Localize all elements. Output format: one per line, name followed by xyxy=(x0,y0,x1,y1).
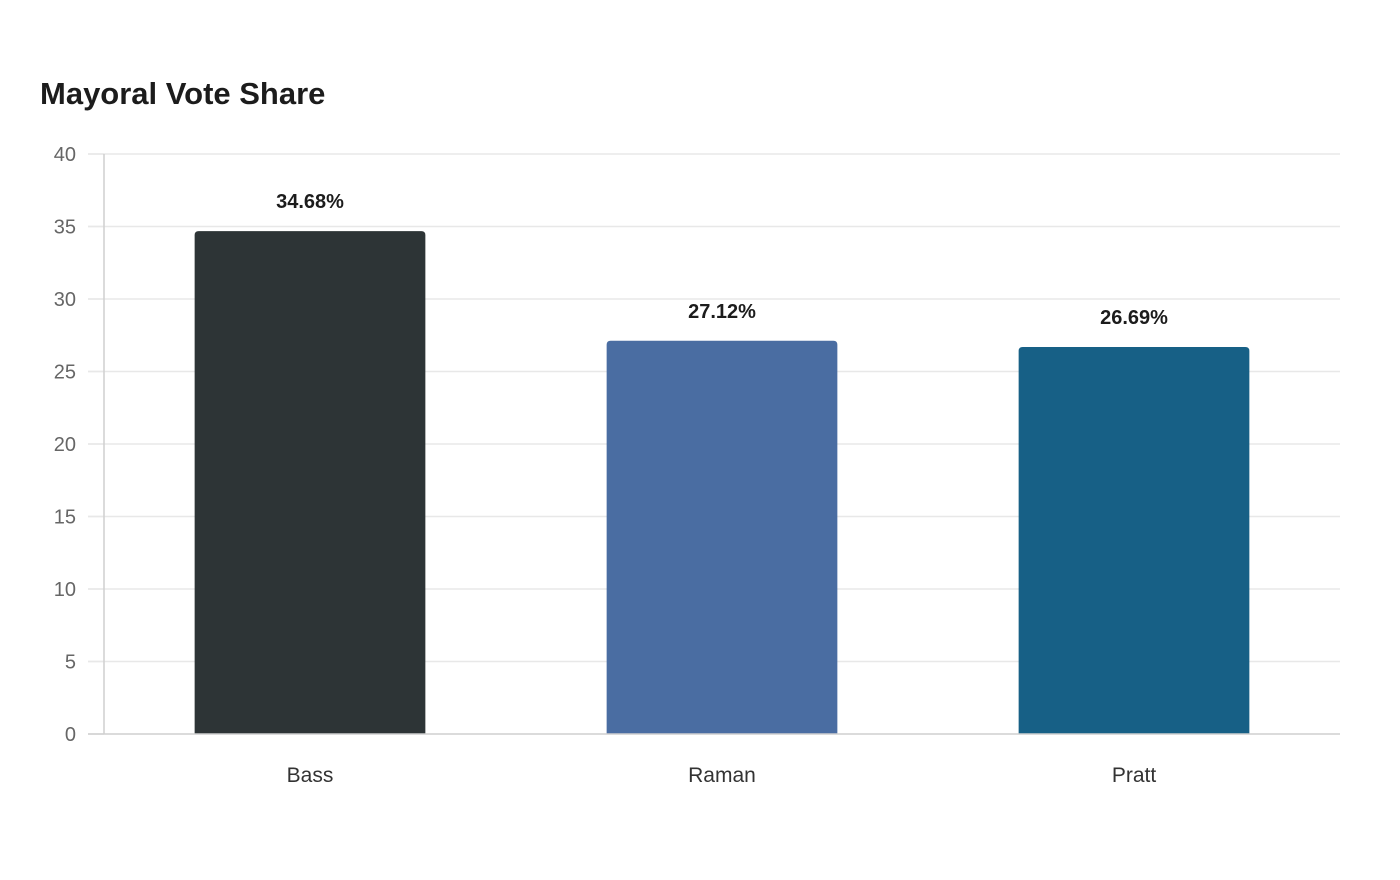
y-tick-label: 30 xyxy=(54,289,76,311)
bar-pratt xyxy=(1018,346,1250,734)
axes xyxy=(88,154,1340,735)
x-axis-ticks: Bass Raman Pratt xyxy=(287,764,1157,787)
data-labels: 34.68% 27.12% 26.69% xyxy=(276,191,1168,329)
chart-title: Mayoral Vote Share xyxy=(40,76,326,111)
y-axis-ticks: 0 5 10 15 20 25 30 35 40 xyxy=(54,144,104,746)
bar-bass xyxy=(194,231,426,734)
x-tick-label-pratt: Pratt xyxy=(1112,764,1157,787)
y-tick-label: 5 xyxy=(65,652,76,674)
y-tick-label: 25 xyxy=(54,362,76,384)
y-tick-label: 10 xyxy=(54,579,76,601)
y-tick-label: 15 xyxy=(54,507,76,529)
data-label-pratt: 26.69% xyxy=(1100,307,1168,329)
y-tick-label: 35 xyxy=(54,217,76,239)
y-tick-label: 40 xyxy=(54,144,76,166)
data-label-raman: 27.12% xyxy=(688,301,756,323)
data-label-bass: 34.68% xyxy=(276,191,344,213)
y-tick-label: 0 xyxy=(65,724,76,746)
bar-raman xyxy=(606,340,838,734)
x-tick-label-raman: Raman xyxy=(688,764,756,787)
y-tick-label: 20 xyxy=(54,434,76,456)
bars xyxy=(194,231,1250,734)
x-tick-label-bass: Bass xyxy=(287,764,334,787)
